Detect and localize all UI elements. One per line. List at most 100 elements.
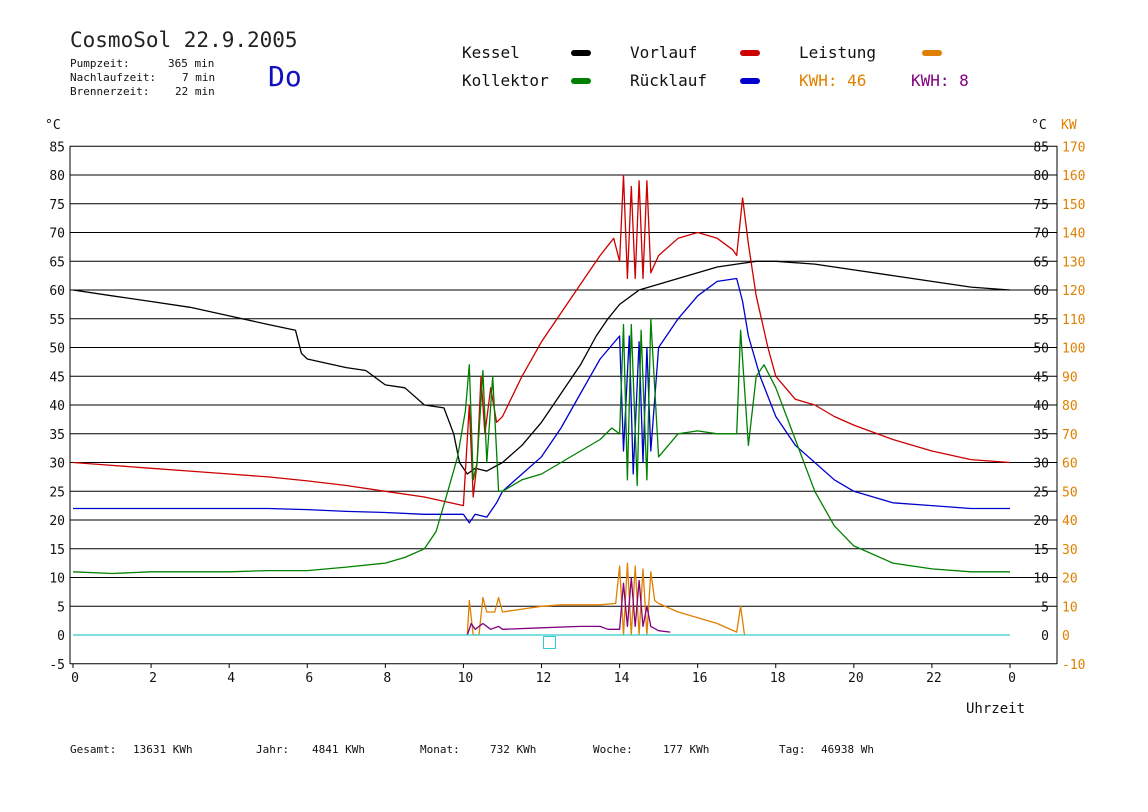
y-tick-label-right-c: 65 [1033, 255, 1049, 270]
y-tick-label-right-kw: 90 [1062, 370, 1078, 385]
legend-kessel: Kessel [462, 43, 520, 62]
y-tick-label-right-c: 85 [1033, 140, 1049, 155]
footer-tag-label: Tag: [779, 743, 806, 756]
y-tick-label-left: 15 [49, 543, 65, 558]
y-tick-label-left: 25 [49, 485, 65, 500]
right-axis-unit-kw: KW [1061, 118, 1077, 133]
x-axis-label: Uhrzeit [966, 701, 1026, 717]
y-tick-label-right-c: 55 [1033, 313, 1049, 328]
footer-woche-value: 177 KWh [663, 743, 710, 756]
y-tick-label-right-c: 75 [1033, 198, 1049, 213]
footer-gesamt-label: Gesamt: [70, 743, 117, 756]
y-tick-label-right-c: 5 [1041, 600, 1049, 615]
y-tick-label-right-kw: 60 [1062, 457, 1078, 472]
y-tick-label-left: 50 [49, 342, 65, 357]
x-tick-label: 16 [692, 671, 708, 686]
series-kollektor [72, 318, 1010, 575]
y-tick-label-right-c: 80 [1033, 169, 1049, 184]
y-tick-label-right-kw: 160 [1062, 169, 1085, 184]
y-tick-label-right-c: 70 [1033, 227, 1049, 242]
y-tick-label-left: 65 [49, 255, 65, 270]
legend-kollektor-swatch [571, 78, 591, 84]
y-tick-label-left: 0 [57, 629, 65, 644]
info-brennerzeit-label: Brennerzeit: [70, 85, 150, 98]
legend-ruecklauf-swatch [740, 78, 760, 84]
footer-jahr-label: Jahr: [256, 743, 290, 756]
footer-tag-value: 46938 Wh [821, 743, 874, 756]
y-tick-label-right-kw: 0 [1062, 629, 1070, 644]
y-tick-label-left: -5 [49, 658, 65, 673]
x-tick-label: 2 [149, 671, 157, 686]
legend-ruecklauf: Rücklauf [630, 71, 708, 90]
info-pumpzeit-value: 365 min [168, 57, 215, 70]
y-tick-label-left: 70 [49, 227, 65, 242]
x-tick-label: 0 [71, 671, 79, 686]
y-tick-label-right-c: 60 [1033, 284, 1049, 299]
legend-leistung-swatch [922, 50, 942, 56]
info-brennerzeit-value: 22 min [175, 85, 215, 98]
y-tick-label-right-kw: 120 [1062, 284, 1085, 299]
y-tick-label-right-kw: 10 [1062, 600, 1078, 615]
series-kessel [72, 260, 1011, 475]
y-tick-label-left: 75 [49, 198, 65, 213]
footer-woche-label: Woche: [593, 743, 633, 756]
y-tick-label-left: 5 [57, 600, 65, 615]
left-axis-unit: °C [45, 118, 61, 133]
weekday-label: Do [268, 60, 302, 93]
footer-jahr-value: 4841 KWh [312, 743, 365, 756]
series-r-cklauf [73, 277, 1010, 524]
y-tick-label-right-c: 50 [1033, 342, 1049, 357]
legend-vorlauf: Vorlauf [630, 43, 698, 62]
footer-gesamt-value: 13631 KWh [133, 743, 193, 756]
y-tick-label-right-kw: 100 [1062, 342, 1085, 357]
y-tick-label-left: 80 [49, 169, 65, 184]
y-tick-label-right-c: 25 [1033, 485, 1049, 500]
y-tick-label-right-kw: -10 [1062, 658, 1085, 673]
legend-vorlauf-swatch [740, 50, 760, 56]
footer-monat-label: Monat: [420, 743, 460, 756]
y-tick-label-right-kw: 140 [1062, 227, 1085, 242]
y-tick-label-left: 35 [49, 428, 65, 443]
legend-kwh-orange: KWH: 46 [799, 71, 867, 90]
x-tick-label: 10 [458, 671, 474, 686]
y-tick-label-left: 45 [49, 370, 65, 385]
x-tick-label: 20 [848, 671, 864, 686]
y-tick-label-right-c: 40 [1033, 399, 1049, 414]
y-tick-label-right-c: 20 [1033, 514, 1049, 529]
y-tick-label-right-kw: 150 [1062, 198, 1085, 213]
footer-monat-value: 732 KWh [490, 743, 537, 756]
y-tick-label-right-c: 30 [1033, 457, 1049, 472]
legend-kwh-purple: KWH: 8 [911, 71, 969, 90]
y-tick-label-right-c: 0 [1041, 629, 1049, 644]
y-tick-label-right-c: 15 [1033, 543, 1049, 558]
series-leistung [466, 562, 746, 636]
right-axis-unit-c: °C [1031, 118, 1047, 133]
info-pumpzeit-label: Pumpzeit: [70, 57, 130, 70]
legend-kessel-swatch [571, 50, 591, 56]
y-tick-label-left: 85 [49, 140, 65, 155]
info-nachlaufzeit-label: Nachlaufzeit: [70, 71, 157, 84]
x-tick-label: 14 [614, 671, 630, 686]
y-tick-label-right-kw: 30 [1062, 543, 1078, 558]
y-tick-label-right-kw: 110 [1062, 313, 1085, 328]
x-tick-label: 0 [1008, 671, 1016, 686]
x-tick-label: 4 [227, 671, 235, 686]
y-tick-label-left: 10 [49, 572, 65, 587]
y-tick-label-right-kw: 70 [1062, 428, 1078, 443]
x-tick-label: 8 [383, 671, 391, 686]
x-tick-label: 18 [770, 671, 786, 686]
y-tick-label-right-c: 10 [1033, 572, 1049, 587]
y-tick-label-right-kw: 80 [1062, 399, 1078, 414]
time-marker [543, 636, 556, 649]
legend-kollektor: Kollektor [462, 71, 549, 90]
y-tick-label-right-kw: 50 [1062, 485, 1078, 500]
y-tick-label-left: 20 [49, 514, 65, 529]
legend-leistung: Leistung [799, 43, 877, 62]
y-tick-label-right-c: 35 [1033, 428, 1049, 443]
x-tick-label: 12 [536, 671, 552, 686]
y-tick-label-right-c: 45 [1033, 370, 1049, 385]
x-tick-label: 6 [305, 671, 313, 686]
y-tick-label-right-kw: 130 [1062, 255, 1085, 270]
